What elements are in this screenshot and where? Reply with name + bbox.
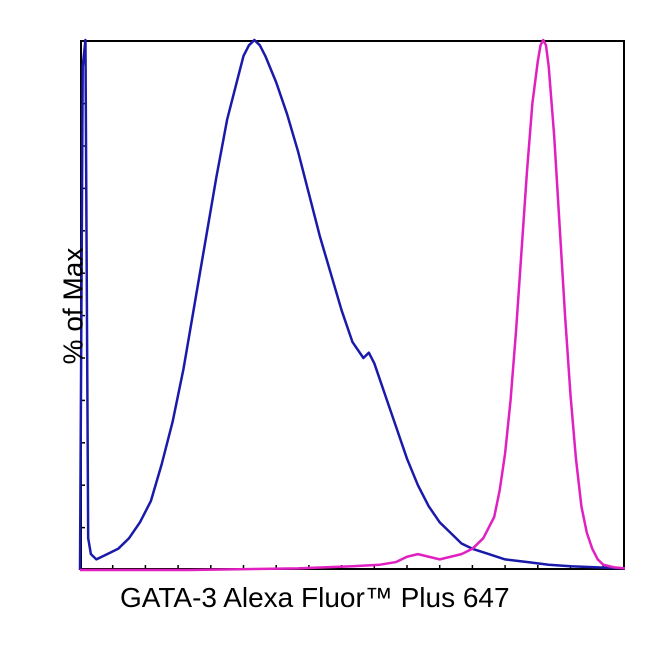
chart-container: % of Max GATA-3 Alexa Fluor™ Plus 647 <box>0 0 650 650</box>
series-control <box>80 40 625 570</box>
chart-svg <box>0 0 650 650</box>
series-stained <box>80 40 625 570</box>
y-axis-label: % of Max <box>57 248 89 365</box>
x-axis-label: GATA-3 Alexa Fluor™ Plus 647 <box>120 582 510 614</box>
